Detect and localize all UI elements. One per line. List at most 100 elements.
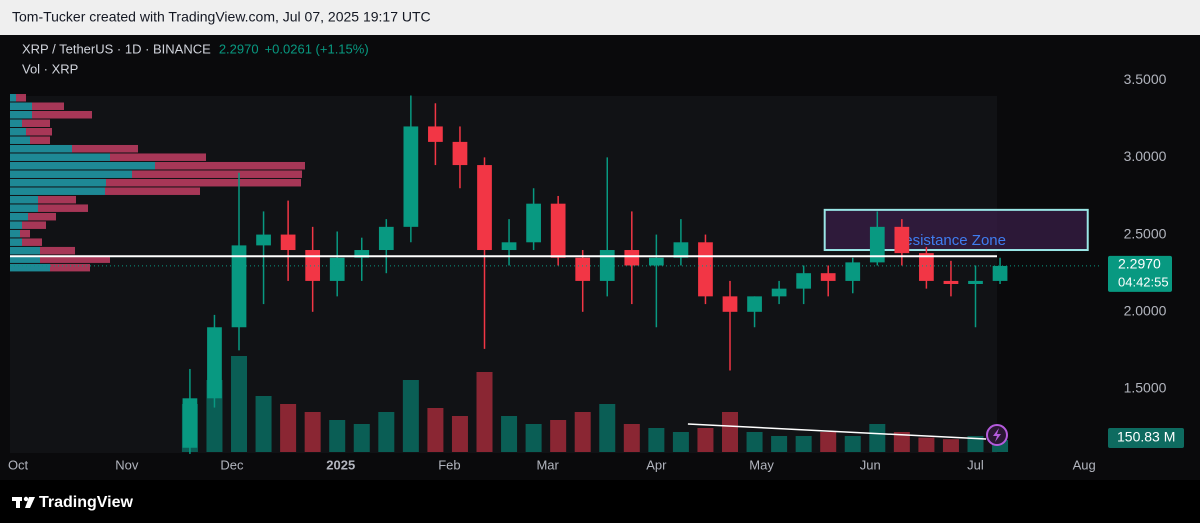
candle-body [673,242,689,258]
volume-bar [771,436,788,452]
candle-body [919,253,934,281]
candle-body [747,296,762,312]
profile-up [10,161,155,170]
volume-bar [844,436,861,452]
y-tick-label: 2.5000 [1124,225,1167,241]
profile-up [10,255,40,263]
volume-bar [476,372,493,452]
volume-bar [599,404,616,452]
volume-trendline [687,423,987,440]
profile-down [32,110,92,119]
logo-part [25,497,35,508]
header-price: 2.2970 [219,41,259,56]
candle-body [501,242,517,251]
volume-bar [795,436,812,452]
resistance-label: Resistance Zone [893,232,1006,249]
logo [12,496,35,508]
top-bar [0,0,1200,35]
x-tick-label: Jun [860,457,881,472]
candle-body [771,288,787,297]
candle-body [403,126,419,227]
candle-body [428,126,443,142]
profile-down [22,119,50,127]
volume-bar [353,424,370,452]
candle-body [280,234,296,251]
x-tick-label: Oct [8,457,29,472]
footer [0,480,1200,523]
profile-up [10,263,50,272]
candle-body [207,327,222,399]
candle-body [256,234,271,246]
candle-body [820,273,836,281]
profile-up [10,229,20,238]
x-tick-label: May [749,457,774,472]
x-tick-label: Jul [967,457,984,472]
profile-down [105,187,200,195]
volume-bar [869,424,886,452]
header-change: +0.0261 (+1.15%) [265,41,369,56]
profile-up [10,221,22,229]
profile-down [22,238,42,246]
volume-bar [722,412,739,452]
profile-up [10,153,110,161]
volume-bar [550,420,567,452]
candle-body [869,226,885,263]
volume-bar [402,380,419,452]
profile-down [106,178,301,187]
price-badge-countdown: 04:42:55 [1118,274,1169,289]
volume-bar [967,436,984,452]
candle-body [305,250,321,281]
y-tick-label: 1.5000 [1124,380,1167,396]
volume-bar [574,412,591,452]
volume-bar [820,432,837,452]
volume-bar [378,412,395,452]
profile-down [110,153,206,161]
price-badge-value: 2.2970 [1118,256,1161,272]
candle-body [231,245,247,328]
y-tick-label: 3.0000 [1124,148,1167,164]
profile-up [10,170,132,178]
logo-part [16,497,20,508]
volume-bar [893,432,910,452]
x-tick-label: 2025 [326,457,355,472]
y-tick-label: 3.5000 [1124,71,1167,87]
volume-bar [918,437,935,452]
volume-bar [280,404,297,452]
volume-bar [697,428,714,452]
volume-bar [329,420,346,452]
y-tick-label: 2.0000 [1124,303,1167,319]
candle-body [452,141,468,166]
profile-down [38,204,88,212]
profile-down [50,263,90,272]
candle-body [599,250,615,281]
x-tick-label: Feb [438,457,460,472]
profile-up [10,238,22,246]
volume-bar [255,396,272,452]
alert-icon-bolt [993,428,1001,442]
volume-title: Vol · XRP [22,61,78,76]
volume-bar [501,416,518,452]
profile-down [28,212,56,221]
profile-up [10,204,38,212]
volume-bar [231,356,248,452]
candle-body [698,242,713,297]
volume-badge-label: 150.83 M [1117,429,1175,445]
x-tick-label: Mar [536,457,559,472]
resistance-zone [823,208,1089,252]
candle-body [943,280,959,285]
profile-down [72,144,138,153]
candle-body [992,265,1008,281]
profile-down [155,161,305,170]
logo-part [23,496,29,502]
candle-body [526,203,541,243]
candle-body [722,296,738,312]
candle-body [575,257,591,281]
profile-up [10,212,28,221]
x-tick-label: Apr [646,457,667,472]
profile-down [30,136,50,144]
candle-body [378,226,394,251]
volume-badge [1108,428,1184,448]
volume-bar [427,408,444,452]
